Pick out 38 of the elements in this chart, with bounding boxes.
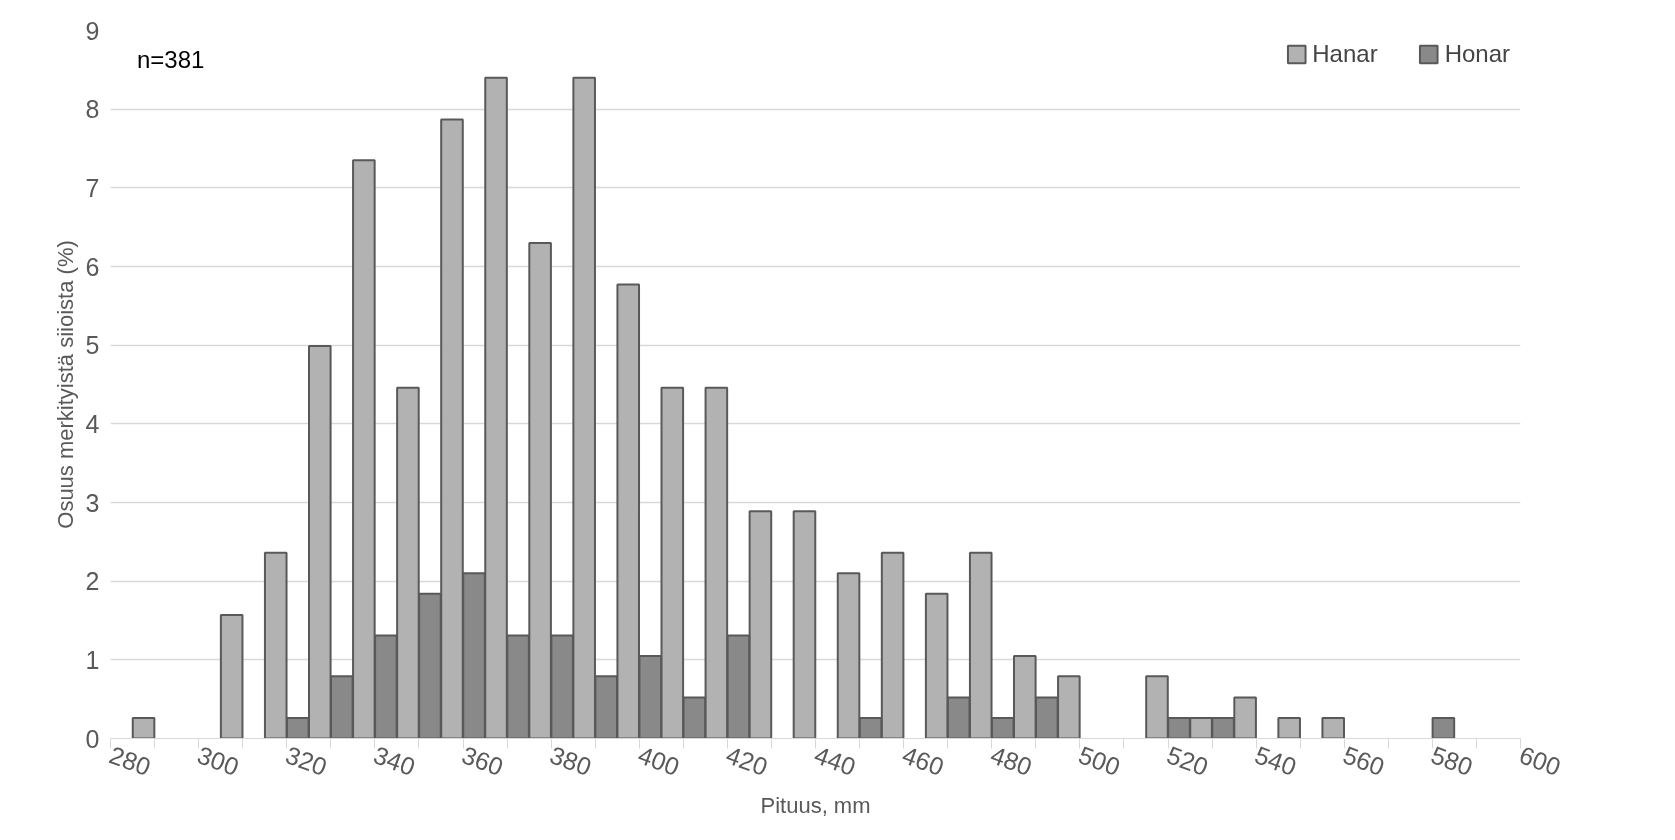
- x-tick-label: 340: [370, 740, 419, 781]
- y-tick-label: 4: [85, 409, 100, 438]
- bar: [1431, 717, 1456, 739]
- x-tick-label: 440: [810, 740, 860, 781]
- x-tick-label: 540: [1251, 740, 1301, 781]
- legend-label: Hanar: [1312, 40, 1378, 68]
- annotation: n=381: [136, 46, 205, 74]
- bar: [219, 613, 244, 739]
- x-tick-label: 460: [898, 740, 948, 781]
- x-tick-label: 500: [1075, 740, 1124, 781]
- x-tick-label: 560: [1339, 740, 1389, 781]
- x-tick-label: 520: [1163, 740, 1212, 781]
- y-tick-label: 1: [85, 645, 100, 674]
- bar: [131, 717, 156, 739]
- bar: [792, 510, 817, 739]
- y-tick-label: 6: [85, 252, 100, 281]
- y-tick-label: 7: [85, 173, 100, 202]
- x-tick-label: 420: [722, 740, 772, 781]
- x-tick-label: 480: [986, 740, 1036, 781]
- x-tick-label: 360: [458, 740, 507, 781]
- bar: [1277, 717, 1301, 739]
- y-tick-label: 9: [85, 16, 100, 45]
- x-tick-label: 400: [634, 740, 684, 781]
- x-axis-title: Pituus, mm: [760, 792, 871, 818]
- legend-label: Honar: [1444, 40, 1510, 68]
- x-tick-label: 580: [1427, 740, 1477, 781]
- bar: [1321, 717, 1346, 739]
- y-tick-label: 5: [85, 331, 100, 360]
- x-tick-label: 300: [193, 740, 243, 781]
- x-tick-label: 600: [1515, 740, 1565, 781]
- x-tick-label: 320: [281, 740, 331, 781]
- y-tick-label: 8: [85, 95, 100, 124]
- y-tick-label: 0: [85, 724, 100, 753]
- x-tick-label: 380: [546, 740, 596, 781]
- x-tick-label: 280: [105, 740, 155, 781]
- y-tick-label: 2: [85, 567, 100, 596]
- y-axis-title: Osuus merkityistä siioista (%): [52, 240, 78, 529]
- y-tick-label: 3: [85, 488, 100, 517]
